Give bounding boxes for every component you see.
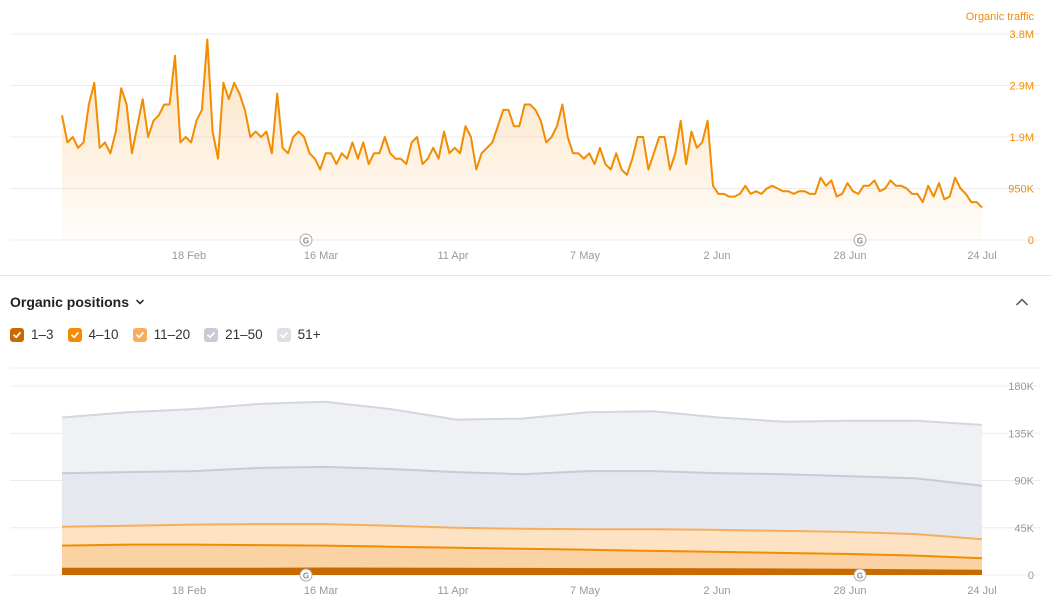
- positions-gridlines: [10, 367, 1040, 576]
- positions-x-ticks: 18 Feb 16 Mar 11 Apr 7 May 2 Jun 28 Jun 24 Jul: [172, 585, 997, 597]
- checkbox-icon[interactable]: [276, 327, 291, 342]
- positions-series-line: [62, 567, 983, 572]
- chevron-down-icon: [136, 299, 144, 305]
- checkbox-icon[interactable]: [67, 327, 82, 342]
- positions-series-line: [61, 465, 983, 487]
- positions-series-line: [61, 543, 983, 560]
- positions-x-tick-label: 7 May: [570, 585, 600, 597]
- legend-label: 51+: [297, 327, 321, 342]
- legend-label: 21–50: [225, 327, 263, 342]
- traffic-y-tick-label: 3.8M: [1010, 29, 1034, 41]
- positions-area-band: [62, 524, 982, 559]
- positions-x-tick-label: 18 Feb: [172, 585, 206, 597]
- traffic-x-tick-label: 2 Jun: [704, 250, 731, 262]
- traffic-y-tick-label: 950K: [1008, 184, 1034, 196]
- google-update-icon[interactable]: G: [853, 233, 867, 247]
- organic-traffic-chart[interactable]: Organic traffic 3.8M 2.9M 1.9M 950K 0 18 Feb…: [0, 0, 1052, 275]
- traffic-series-label: Organic traffic: [966, 11, 1035, 23]
- organic-positions-dropdown[interactable]: Organic positions: [10, 292, 145, 312]
- collapse-button[interactable]: [1012, 292, 1032, 312]
- svg-text:G: G: [857, 572, 863, 581]
- google-update-icon[interactable]: G: [299, 233, 313, 247]
- traffic-x-ticks: 18 Feb 16 Mar 11 Apr 7 May 2 Jun 28 Jun 24 Jul: [172, 250, 997, 262]
- svg-text:G: G: [303, 572, 309, 581]
- legend-label: 11–20: [153, 327, 191, 342]
- positions-x-tick-label: 2 Jun: [704, 585, 731, 597]
- positions-legend: 1–3 4–10 11–20 21–50 51+: [10, 327, 321, 342]
- positions-area-band: [62, 466, 982, 540]
- positions-series-line: [61, 523, 983, 541]
- positions-x-tick-label: 24 Jul: [967, 585, 996, 597]
- traffic-x-tick-label: 28 Jun: [833, 250, 866, 262]
- traffic-x-tick-label: 16 Mar: [304, 250, 339, 262]
- traffic-x-tick-label: 18 Feb: [172, 250, 206, 262]
- legend-item[interactable]: 11–20: [132, 327, 191, 342]
- positions-x-tick-label: 16 Mar: [304, 585, 339, 597]
- positions-y-tick-label: 180K: [1008, 381, 1034, 393]
- checkbox-icon[interactable]: [132, 327, 147, 342]
- traffic-x-tick-label: 24 Jul: [967, 250, 996, 262]
- positions-y-tick-label: 90K: [1014, 476, 1034, 488]
- legend-label: 1–3: [31, 327, 54, 342]
- traffic-x-tick-label: 11 Apr: [438, 250, 469, 262]
- traffic-y-tick-label: 1.9M: [1010, 132, 1034, 144]
- positions-y-tick-label: 0: [1028, 570, 1034, 582]
- positions-area-band: [62, 568, 982, 575]
- traffic-area: [62, 39, 982, 241]
- positions-y-tick-label: 45K: [1014, 523, 1034, 535]
- checkbox-icon[interactable]: [204, 327, 219, 342]
- legend-item[interactable]: 51+: [276, 327, 321, 342]
- traffic-y-tick-label: 2.9M: [1010, 81, 1034, 93]
- traffic-y-ticks: 3.8M 2.9M 1.9M 950K 0: [1008, 29, 1034, 247]
- positions-y-ticks: 180K 135K 90K 45K 0: [1008, 381, 1034, 582]
- svg-text:G: G: [857, 237, 863, 246]
- positions-x-tick-label: 11 Apr: [438, 585, 469, 597]
- positions-area-band: [62, 401, 982, 486]
- positions-y-tick-label: 135K: [1008, 428, 1034, 440]
- positions-areas: [61, 400, 983, 575]
- checkbox-icon[interactable]: [10, 327, 24, 342]
- section-divider: [0, 275, 1052, 276]
- legend-label: 4–10: [88, 327, 119, 342]
- legend-item[interactable]: 1–3: [10, 327, 54, 342]
- section-title: Organic positions: [10, 294, 130, 310]
- positions-series-line: [61, 400, 983, 426]
- google-update-icon[interactable]: G: [853, 568, 867, 582]
- google-update-icon[interactable]: G: [299, 568, 313, 582]
- legend-item[interactable]: 21–50: [204, 327, 263, 342]
- positions-x-tick-label: 28 Jun: [833, 585, 866, 597]
- svg-text:G: G: [303, 237, 309, 246]
- positions-area-band: [62, 544, 982, 571]
- traffic-x-tick-label: 7 May: [570, 250, 600, 262]
- chevron-up-icon: [1016, 298, 1028, 306]
- legend-item[interactable]: 4–10: [67, 327, 119, 342]
- traffic-line: [61, 38, 983, 209]
- traffic-y-tick-label: 0: [1028, 235, 1034, 247]
